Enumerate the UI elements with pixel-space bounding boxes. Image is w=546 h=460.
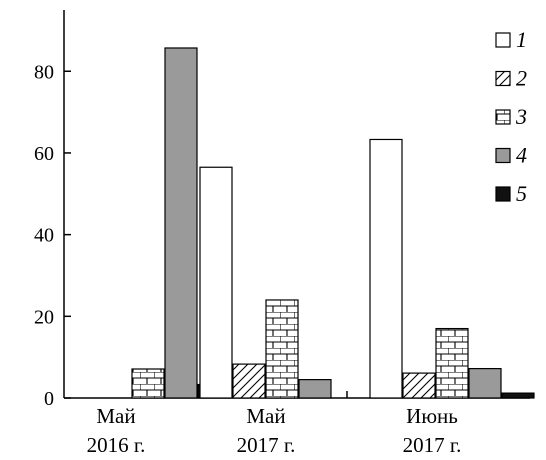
legend-label-3: 3 (515, 104, 527, 129)
legend-swatch-4 (495, 147, 511, 164)
legend-label-5: 5 (516, 181, 527, 206)
bar-series-3-cat-2 (435, 327, 469, 399)
category-label-2-line1: Июнь (406, 404, 458, 428)
y-tick-label-80: 80 (34, 61, 54, 83)
legend-label-4: 4 (516, 143, 527, 168)
category-labels: Май 2016 г. Май 2017 г. Июнь 2017 г. (87, 404, 462, 457)
bar-series-4-cat-1 (298, 379, 332, 399)
legend-label-1: 1 (516, 27, 527, 52)
bar-series-3-cat-0 (131, 368, 165, 399)
bars (131, 47, 535, 399)
y-tick-label-40: 40 (34, 225, 54, 247)
category-label-1-line1: Май (246, 404, 285, 428)
bar-series-4-cat-0 (164, 47, 198, 399)
category-label-1-line2: 2017 г. (237, 433, 296, 457)
legend-swatch-1 (495, 32, 511, 48)
bar-series-4-cat-2 (468, 367, 502, 399)
legend-swatch-5 (495, 186, 511, 202)
bar-series-3-cat-1 (265, 299, 299, 399)
bar-series-1-cat-1 (199, 166, 233, 399)
category-label-0-line1: Май (96, 404, 135, 428)
bar-series-2-cat-1 (232, 363, 266, 399)
legend-swatch-2 (495, 70, 511, 87)
category-label-0-line2: 2016 г. (87, 433, 146, 457)
legend: 1 2 3 4 5 (495, 27, 527, 206)
category-label-2-line2: 2017 г. (403, 433, 462, 457)
bar-series-1-cat-2 (369, 138, 403, 399)
legend-label-2: 2 (516, 66, 527, 91)
bar-series-5-cat-2 (501, 392, 535, 399)
y-tick-label-60: 60 (34, 143, 54, 165)
legend-swatch-3 (495, 109, 511, 125)
y-tick-label-20: 20 (34, 306, 54, 328)
y-tick-label-0: 0 (44, 388, 54, 410)
bar-series-2-cat-2 (402, 372, 436, 399)
